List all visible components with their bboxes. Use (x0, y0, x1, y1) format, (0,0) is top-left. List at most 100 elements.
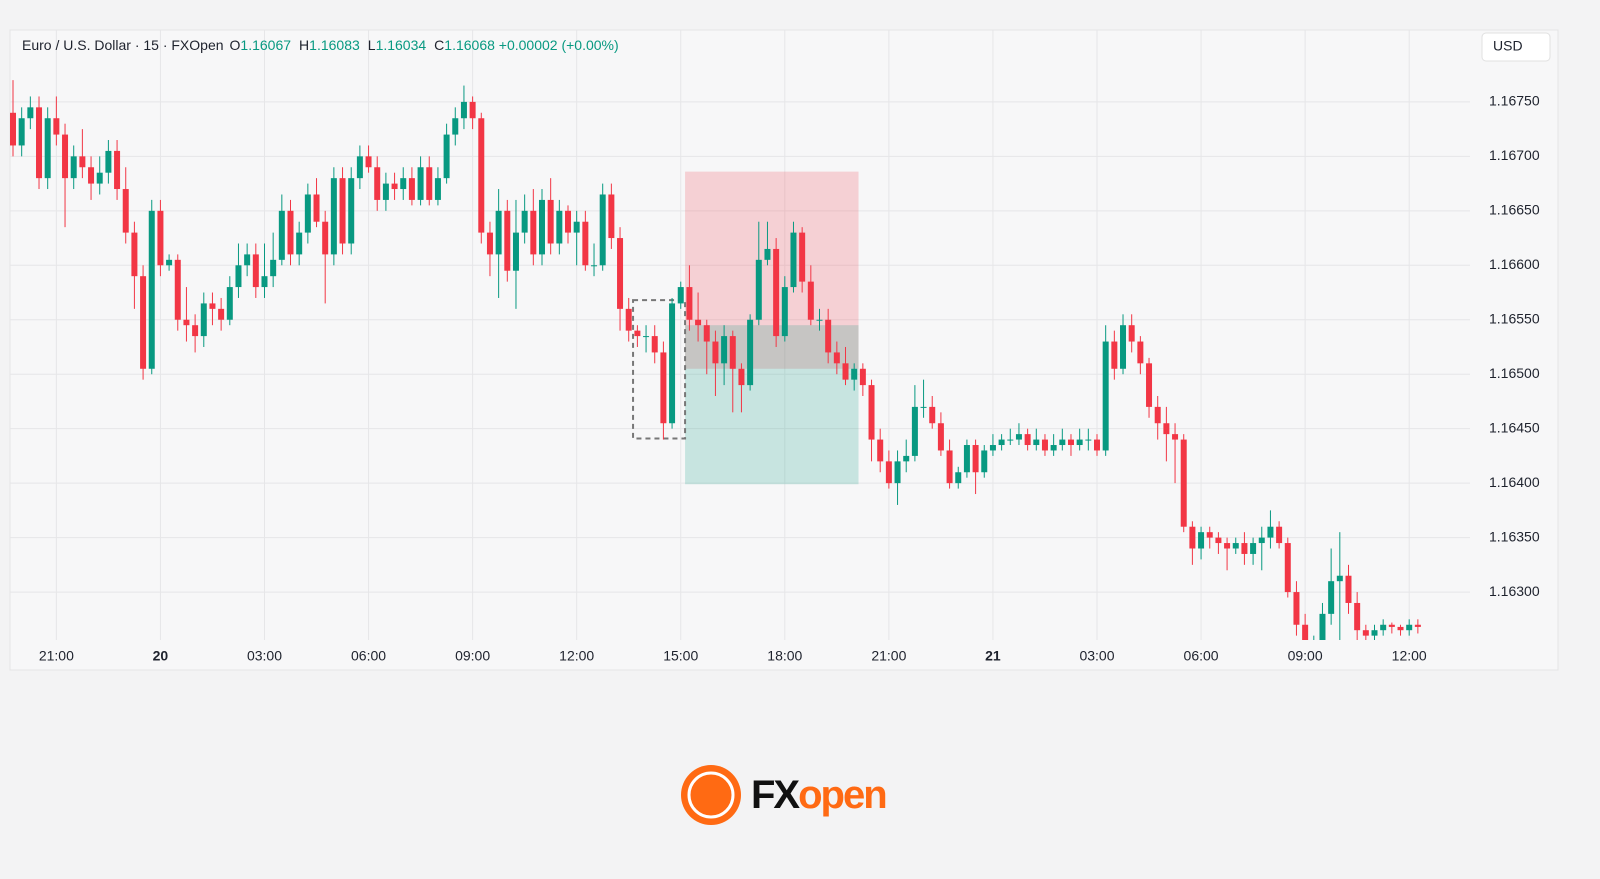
y-tick-label: 1.16750 (1489, 93, 1540, 109)
candle-body (1076, 439, 1083, 446)
candle-body (989, 445, 996, 451)
candle-body (105, 150, 112, 173)
candle-body (339, 178, 346, 244)
candle-body (1146, 363, 1153, 407)
logo: FXopen (681, 765, 888, 825)
x-tick-label: 03:00 (247, 648, 282, 664)
candle-body (486, 232, 493, 255)
zone (632, 299, 687, 440)
candle-body (1293, 592, 1300, 625)
candle-body (252, 254, 259, 288)
currency: USD (1493, 38, 1523, 54)
candle-body (1362, 630, 1369, 636)
candle-body (330, 178, 337, 255)
candle-body (937, 423, 944, 451)
candle-body (244, 254, 251, 266)
candle-body (512, 232, 519, 271)
x-tick-label: 09:00 (1288, 648, 1323, 664)
candle-body (669, 303, 676, 424)
candle-body (1007, 439, 1014, 441)
x-tick-label: 09:00 (455, 648, 490, 664)
zone (685, 325, 859, 485)
candle-body (981, 450, 988, 473)
candle-body (1085, 439, 1092, 441)
candle-body (426, 167, 433, 200)
candle-body (729, 336, 736, 369)
candle-body (565, 210, 572, 233)
candle-body (556, 210, 563, 244)
candle-body (1172, 434, 1179, 440)
candle-body (1041, 439, 1048, 451)
candle-body (781, 287, 788, 337)
candle-body (764, 248, 771, 260)
candle-body (443, 134, 450, 179)
candle-body (1154, 406, 1161, 424)
candle-body (122, 189, 129, 233)
legend-value: 1.16067 (240, 37, 292, 53)
candle-body (313, 194, 320, 222)
logo-open: open (798, 773, 886, 817)
candle-body (166, 259, 173, 266)
candle-body (53, 118, 60, 135)
x-tick-label: 12:00 (1392, 648, 1427, 664)
legend-key: L (367, 37, 376, 53)
candle-body (1406, 624, 1413, 631)
x-tick-label: 20 (153, 648, 169, 664)
candle-body (816, 319, 823, 321)
candle-body (44, 118, 51, 179)
candle-body (270, 259, 277, 277)
x-tick-label: 21 (985, 648, 1001, 664)
candle-body (478, 118, 485, 233)
candle-body (521, 210, 528, 233)
candle-body (807, 281, 814, 320)
candle-body (382, 183, 389, 200)
candle-body (96, 172, 103, 184)
candle-body (790, 232, 797, 288)
x-tick-label: 15:00 (663, 648, 698, 664)
candle-body (1388, 624, 1395, 627)
candle-body (591, 265, 598, 267)
candle-body (460, 101, 467, 119)
candle-body (36, 107, 43, 179)
candle-body (755, 259, 762, 320)
candle-body (1102, 341, 1109, 451)
candle-body (18, 118, 25, 146)
chart: USD 1.16300 1.16350 1.16400 1.16450 1.16500 1… (9, 29, 1559, 671)
candle-body (617, 238, 624, 309)
candle-body (677, 287, 684, 304)
chart-panel (9, 29, 1559, 671)
candle-body (417, 167, 424, 200)
candle-body (972, 445, 979, 473)
candle-body (200, 303, 207, 337)
candle-body (573, 221, 580, 233)
symbol: Euro / U.S. Dollar · 15 · FXOpen (22, 37, 224, 53)
candle-body (1267, 526, 1274, 538)
candle-body (686, 287, 693, 320)
candle-body (400, 178, 407, 190)
candle-body (452, 118, 459, 135)
candle-body (877, 439, 884, 462)
candle-body (1276, 526, 1283, 544)
candle-body (1128, 325, 1135, 342)
candle-body (547, 199, 554, 244)
candle-body (1033, 439, 1040, 446)
candle-body (530, 210, 537, 255)
legend-value: 1.16034 (375, 37, 427, 53)
candle-body (842, 363, 849, 380)
candle-body (859, 368, 866, 386)
candle-body (1345, 575, 1352, 603)
candle-body (833, 352, 840, 364)
candle-body (903, 455, 910, 462)
candle-body (885, 461, 892, 484)
candle-body (1241, 543, 1248, 554)
candle-body (209, 303, 216, 309)
candle-body (660, 352, 667, 424)
candle-body (1163, 423, 1170, 435)
candle-body (1397, 626, 1404, 631)
x-tick-label: 06:00 (1184, 648, 1219, 664)
candle-body (1328, 581, 1335, 614)
x-tick-label: 03:00 (1079, 648, 1114, 664)
candle-body (1198, 532, 1205, 549)
x-tick-label: 12:00 (559, 648, 594, 664)
